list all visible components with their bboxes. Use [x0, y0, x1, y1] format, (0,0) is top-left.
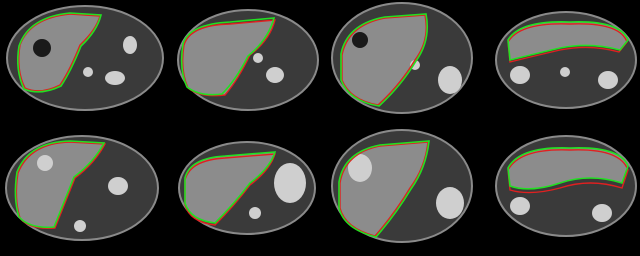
lesion [33, 39, 51, 57]
predicted-contour [17, 12, 103, 93]
liver-region [508, 21, 628, 60]
kidney [510, 197, 530, 215]
predicted-contour [180, 17, 276, 96]
aorta [253, 53, 263, 63]
aorta [560, 67, 570, 77]
predicted-contour [507, 147, 629, 190]
kidney [598, 71, 618, 89]
aorta [83, 67, 93, 77]
scan-panel [495, 11, 637, 109]
liver-region [508, 147, 628, 189]
reference-contour [339, 141, 429, 237]
kidney [105, 71, 125, 85]
liver-region [185, 152, 275, 223]
spleen [436, 187, 464, 219]
kidney [108, 177, 128, 195]
scan-panel [177, 9, 319, 111]
spine [74, 220, 86, 232]
reference-contour [184, 153, 276, 226]
liver-region [182, 20, 275, 96]
predicted-contour [184, 151, 277, 224]
stomach [274, 163, 306, 203]
kidney [510, 66, 530, 84]
reference-contour [341, 14, 427, 106]
predicted-contour [14, 140, 106, 229]
reference-contour [18, 13, 101, 92]
reference-contour [507, 149, 629, 194]
kidney [592, 204, 612, 222]
predicted-contour [340, 13, 429, 107]
scan-panel [178, 141, 316, 235]
lesion [37, 155, 53, 171]
scan-panel [495, 135, 637, 237]
spine [249, 207, 261, 219]
scan-panel [331, 129, 473, 243]
predicted-contour [507, 21, 629, 62]
spleen [438, 66, 462, 94]
organ [123, 36, 137, 54]
scan-panel [331, 2, 473, 114]
scan-panel [6, 5, 164, 111]
lesion [348, 154, 372, 182]
lesion [352, 32, 368, 48]
liver-region [18, 14, 101, 91]
scan-panel [5, 135, 159, 241]
kidney [266, 67, 284, 83]
predicted-contour [338, 140, 430, 238]
